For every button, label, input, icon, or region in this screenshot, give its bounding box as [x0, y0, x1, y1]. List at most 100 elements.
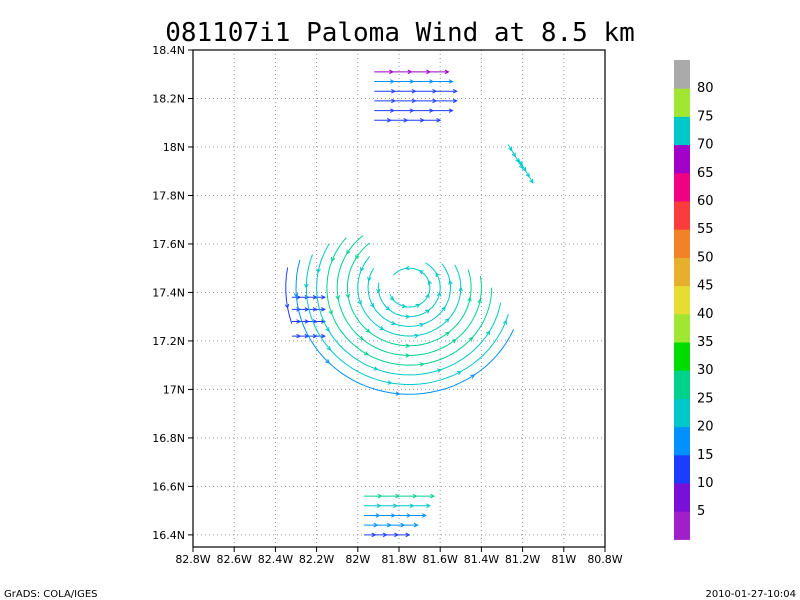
wind-arrow-head [444, 69, 450, 75]
wind-arrow-head [485, 330, 491, 336]
x-tick-label: 80.8W [587, 553, 622, 566]
wind-arrow-head [502, 319, 507, 325]
wind-arrow-head [304, 319, 310, 324]
wind-vortex-ring [295, 259, 515, 395]
wind-arrow-head [429, 108, 435, 113]
wind-vortex-ring [347, 242, 472, 347]
wind-arrow-head [452, 88, 458, 94]
wind-arrow-head [401, 303, 407, 309]
wind-vortex-ring [389, 267, 431, 308]
wind-arrow-head [391, 88, 396, 94]
wind-arrow-head [387, 380, 393, 385]
wind-arrow-head [521, 166, 527, 172]
wind-arrow-head [321, 333, 326, 339]
footer-left: GrADS: COLA/IGES [4, 589, 98, 600]
colorbar-swatch [674, 116, 690, 146]
colorbar-label: 45 [697, 279, 714, 294]
wind-arrow-head [377, 493, 383, 499]
wind-arrow-head [427, 279, 432, 285]
wind-vortex-ring [285, 267, 293, 324]
grid-lines [193, 50, 605, 547]
wind-arrow-head [304, 283, 309, 289]
colorbar-swatch [674, 398, 690, 428]
wind-arrow-head [345, 293, 351, 299]
wind-vortex-ring [326, 237, 493, 366]
wind-arrow-head [358, 335, 364, 341]
y-tick-label: 18N [163, 141, 185, 154]
wind-arrow-head [511, 152, 516, 158]
colorbar: 5 10 15 20 25 30 35 40 45 50 55 60 65 70 75 80 [674, 60, 714, 540]
wind-arrow-head [406, 513, 412, 518]
wind-arrow-head [452, 98, 458, 104]
colorbar-label: 75 [697, 109, 714, 124]
wind-arrow-head [355, 254, 360, 260]
wind-arrow-head [470, 374, 476, 379]
wind-arrow-head [430, 493, 436, 499]
wind-arrow-head [325, 359, 330, 364]
colorbar-swatch [674, 483, 690, 512]
wind-arrow-head [328, 310, 333, 316]
wind-arrow-head [376, 288, 381, 294]
wind-arrow-head [409, 79, 415, 84]
wind-arrow-head [508, 146, 513, 152]
x-tick-label: 81.2W [505, 553, 540, 566]
wind-vectors [284, 69, 534, 538]
wind-arrow-head [321, 319, 326, 324]
colorbar-label: 35 [697, 335, 714, 350]
colorbar-swatch [674, 426, 690, 456]
wind-arrow-head [391, 513, 396, 518]
chart-title: 081107i1 Paloma Wind at 8.5 km [165, 18, 635, 48]
wind-arrow-head [395, 493, 401, 499]
y-tick-label: 16.8N [152, 432, 185, 445]
wind-arrow-head [369, 302, 375, 308]
y-tick-label: 17.8N [152, 189, 185, 202]
colorbar-label: 55 [697, 222, 714, 237]
wind-arrow-head [405, 343, 411, 349]
colorbar-label: 30 [697, 363, 714, 378]
wind-arrow-head [467, 296, 472, 302]
colorbar-swatch [674, 511, 690, 540]
wind-arrow-head [456, 371, 462, 376]
wind-arrow-head [312, 333, 318, 339]
wind-arrow-head [284, 303, 290, 309]
colorbar-label: 60 [697, 194, 714, 209]
wind-arrow-head [458, 286, 464, 292]
wind-arrow-head [405, 314, 411, 319]
wind-arrow-head [411, 88, 417, 94]
wind-arrow-head [518, 160, 523, 166]
wind-arrow-head [330, 257, 336, 263]
wind-arrow-head [425, 293, 430, 299]
wind-arrow-head [321, 295, 326, 300]
colorbar-label: 25 [697, 391, 714, 406]
wind-arrow-head [419, 362, 425, 367]
wind-arrow-head [391, 98, 396, 104]
wind-arrow-head [477, 298, 482, 304]
wind-arrow-head [448, 79, 454, 84]
wind-arrow-head [371, 532, 377, 538]
colorbar-label: 40 [697, 307, 714, 322]
colorbar-swatch [674, 144, 690, 174]
wind-arrow-head [390, 79, 395, 84]
wind-arrow-head [382, 532, 388, 538]
colorbar-swatch [674, 285, 690, 315]
wind-arrow-head [304, 307, 310, 312]
x-tick-label: 81.4W [464, 553, 499, 566]
y-tick-label: 16.6N [152, 480, 185, 493]
wind-arrow-head [429, 79, 435, 84]
wind-arrow-head [316, 268, 321, 274]
wind-arrow-head [525, 172, 530, 178]
colorbar-swatch [674, 229, 690, 258]
wind-arrow-head [296, 319, 302, 324]
y-tick-label: 17.4N [152, 286, 185, 299]
wind-arrow-head [373, 366, 379, 371]
wind-arrow-head [403, 118, 409, 123]
y-tick-label: 17.2N [152, 335, 185, 348]
wind-arrow-head [385, 306, 391, 311]
colorbar-label: 80 [697, 81, 714, 96]
wind-arrow-head [421, 513, 427, 518]
wind-arrow-head [419, 118, 425, 123]
wind-arrow-head [386, 118, 392, 123]
wind-arrow-head [395, 391, 401, 396]
y-tick-label: 17.6N [152, 238, 185, 251]
